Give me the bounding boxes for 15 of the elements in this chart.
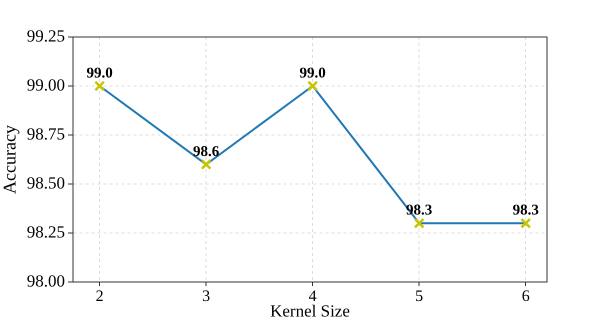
- data-label: 99.0: [300, 65, 326, 82]
- data-label: 98.6: [193, 144, 220, 160]
- y-tick-label: 99.25: [26, 26, 65, 46]
- y-tick-label: 98.25: [26, 222, 65, 242]
- y-tick-label: 98.00: [26, 271, 65, 290]
- y-tick-label: 98.75: [26, 124, 65, 144]
- x-tick-label: 2: [96, 288, 104, 305]
- data-label: 98.3: [512, 202, 539, 219]
- data-label: 99.0: [86, 65, 113, 82]
- x-tick-label: 6: [522, 288, 530, 305]
- x-tick-label: 3: [202, 288, 210, 305]
- x-tick-label: 5: [415, 288, 424, 305]
- y-axis-title: Accuracy: [0, 125, 20, 194]
- y-tick-label: 99.00: [26, 75, 65, 94]
- y-tick-label: 98.50: [26, 173, 65, 192]
